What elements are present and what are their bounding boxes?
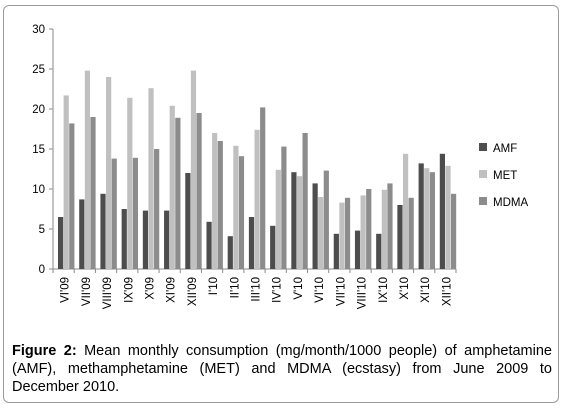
bar-amf [79,199,85,269]
y-tick-label: 10 [32,184,45,196]
bar-met [339,202,345,269]
bar-met [63,95,69,270]
legend-swatch-amf [479,143,487,151]
bar-amf [312,183,318,269]
x-tick-label: VIII'10 [357,277,369,309]
legend-label-met: MET [493,170,517,182]
bar-mdma [154,149,160,269]
bar-met [275,169,281,269]
bar-mdma [217,141,223,269]
legend-label-mdma: MDMA [493,197,528,209]
bar-amf [439,153,445,269]
bar-met [424,168,430,269]
x-tick-label: VI'09 [60,277,72,303]
x-tick-label: IX'09 [123,277,135,303]
bar-amf [121,209,127,269]
bar-amf [142,210,149,269]
bar-met [445,165,451,269]
bar-amf [354,230,361,269]
bar-mdma [281,146,287,269]
x-tick-label: II'10 [229,277,241,298]
y-tick-label: 15 [32,144,45,156]
bar-met [233,145,239,269]
x-tick-label: IV'10 [272,277,284,303]
bar-amf [333,233,339,269]
bar-met [127,97,133,269]
bar-met [402,153,409,269]
x-tick-label: IX'10 [378,277,390,303]
bar-mdma [366,189,372,269]
x-tick-label: I'10 [208,277,220,295]
x-tick-label: X'09 [144,277,156,300]
x-tick-label: III'10 [251,277,263,302]
y-tick-label: 25 [32,64,45,76]
bar-met [84,70,91,269]
bar-mdma [90,117,96,269]
bar-mdma [69,123,75,270]
y-tick-label: 5 [39,224,45,236]
bar-amf [248,217,255,269]
x-tick-label: XII'10 [441,277,453,306]
bar-mdma [344,197,351,269]
x-tick-label: V'10 [293,277,305,300]
x-tick-label: VII'10 [335,277,347,306]
bar-met [381,189,387,269]
bar-mdma [196,113,202,269]
bar-mdma [302,133,308,269]
bar-met [318,197,324,269]
y-tick-label: 30 [32,24,45,36]
bar-met [190,70,197,269]
bar-met [169,105,175,269]
x-tick-label: XII'09 [187,277,199,306]
bar-amf [164,210,170,269]
bar-amf [227,236,233,269]
bar-met [360,195,366,269]
bar-amf [397,205,403,269]
bar-mdma [429,172,435,269]
x-tick-label: X'10 [399,277,411,300]
caption-text: Mean monthly consumption (mg/month/1000 … [12,343,552,395]
bar-met [212,133,218,269]
bar-amf [376,233,382,269]
x-tick-label: XI'10 [420,277,432,303]
x-tick-label: VII'09 [81,277,93,306]
bar-mdma [132,157,139,269]
legend-label-amf: AMF [493,143,517,155]
bar-amf [185,173,191,269]
bar-amf [100,193,106,269]
bar-amf [291,172,297,269]
x-tick-label: XI'09 [166,277,178,303]
bar-amf [58,217,64,269]
bar-chart: 0 5 10 15 20 25 30 VI'09 VII'09 VIII'09 IX'09 X'09 X… [32,24,528,309]
legend-swatch-mdma [479,197,487,205]
bar-met [148,88,154,269]
figure-caption: Figure 2: Mean monthly consumption (mg/m… [12,342,552,396]
bar-mdma [260,107,266,270]
bar-amf [418,163,424,269]
x-tick-label: VI'10 [314,277,326,303]
bar-mdma [387,183,393,269]
bar-mdma [408,197,414,269]
y-tick-label: 0 [39,264,45,276]
bar-amf [270,225,276,269]
bar-mdma [450,193,457,269]
bar-met [296,176,303,269]
bar-mdma [175,117,181,269]
figure-frame [3,5,559,403]
bar-mdma [323,170,329,269]
bar-mdma [111,158,117,269]
x-tick-label: VIII'09 [102,277,114,309]
bar-met [254,129,260,269]
y-tick-label: 20 [32,104,45,116]
caption-label: Figure 2: [12,343,77,359]
bar-mdma [238,156,245,269]
bar-amf [206,221,212,269]
legend-swatch-met [479,170,487,178]
bar-met [106,77,112,269]
